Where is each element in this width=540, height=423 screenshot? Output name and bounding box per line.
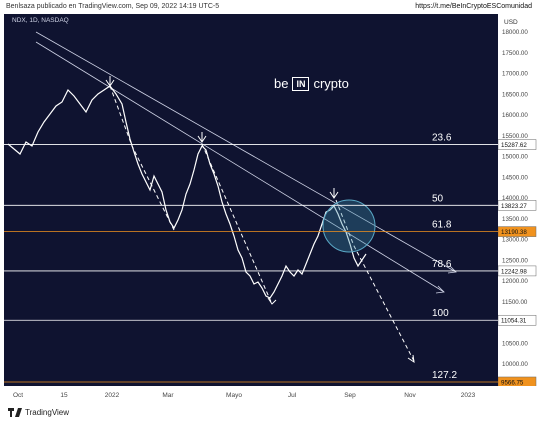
time-tick-label: Jul [288,392,297,399]
time-tick-label: Mayo [226,392,242,399]
chart-svg: 23.6 50 61.8 78.6 100 127.2 [4,31,498,383]
projection-path-1 [109,85,175,231]
time-tick-label: Mar [162,392,174,399]
fib-level-label: 78.6 [432,259,452,270]
logo-text-be: be [274,76,289,91]
price-tick-label: 17500.00 [502,50,528,57]
fib-price-tag [498,376,537,386]
arrow-head-channel-1 [447,265,457,274]
channel-line-upper [35,31,457,273]
fib-price-tag [498,200,537,211]
arrow-head-3 [407,354,415,364]
logo-box-in: IN [292,76,310,91]
ticker-label: NDX, 1D, NASDAQ [12,17,69,24]
fib-price-tag-text: 15287.62 [501,142,527,149]
price-tick-label: 17000.00 [502,71,528,78]
fib-level-label: 50 [432,193,444,204]
tradingview-text: TradingView [25,408,70,417]
price-tick-label: 15500.00 [502,133,528,140]
fib-price-tag-text: 9566.75 [501,379,524,386]
price-tick-label: 16500.00 [502,91,528,98]
time-tick-label: 2022 [105,392,120,399]
time-tick-label: Sep [344,392,356,399]
price-tick-label: 11500.00 [502,299,528,306]
time-tick-label: Nov [404,392,416,399]
price-tick-label: 18000.00 [502,29,528,36]
fib-price-tag-text: 13190.38 [501,229,527,236]
fib-price-tag [498,139,537,150]
fib-levels-group: 23.6 50 61.8 78.6 100 127.2 [4,133,498,383]
fib-price-tag [498,314,537,326]
price-tick-label: 10000.00 [502,361,528,368]
beincrypto-logo: be IN crypto [274,76,349,91]
currency-label: USD [504,19,518,26]
fib-level-label: 23.6 [432,133,452,144]
price-tick-label: 13500.00 [502,216,528,223]
arrow-head-channel-2 [435,285,445,294]
tradingview-brand[interactable]: TradingView [8,408,69,417]
community-link[interactable]: https://t.me/BeInCryptoESComunidad [415,3,532,10]
arrow-down-marker-3 [329,188,339,199]
price-tick-label: 12000.00 [502,278,528,285]
fib-level-label: 100 [432,308,449,319]
fib-price-tag-text: 12242.98 [501,268,527,275]
price-tick-label: 10500.00 [502,340,528,347]
highlight-circle [322,199,376,253]
channel-line-lower [35,41,445,293]
publisher-text: Benlsaza publicado en TradingView.com, S… [6,3,220,10]
arrow-down-marker-1 [105,76,115,87]
projection-path-3 [335,199,415,362]
tradingview-logo-icon [8,408,22,417]
price-chart[interactable]: 23.6 50 61.8 78.6 100 127.2 NDX, 1D, NASDAQ b… [4,14,498,386]
price-axis[interactable]: USD 18000.00 17500.00 17000.00 16500.00 16000… [498,14,540,386]
fib-level-label: 61.8 [432,220,452,231]
time-axis[interactable]: Oct 15 2022 Mar Mayo Jul Sep Nov 2023 [4,386,498,404]
price-line [7,85,367,299]
footer: TradingView [0,404,540,423]
fib-price-tag-text: 11054.31 [501,318,527,325]
price-tick-label: 14500.00 [502,174,528,181]
time-axis-svg: Oct 15 2022 Mar Mayo Jul Sep Nov 2023 [13,392,476,399]
price-axis-svg: USD 18000.00 17500.00 17000.00 16500.00 16000… [498,19,537,386]
time-tick-label: 2023 [461,392,476,399]
price-tick-label: 16000.00 [502,112,528,119]
price-tick-label: 13000.00 [502,237,528,244]
time-tick-label: Oct [13,392,23,399]
arrow-down-marker-2 [197,132,207,143]
fib-price-tag-text: 13823.27 [501,203,527,210]
top-bar: Benlsaza publicado en TradingView.com, S… [0,0,540,14]
fib-price-tag [498,226,537,237]
time-tick-label: 15 [60,392,68,399]
projection-path-2 [201,143,273,305]
price-tick-label: 12500.00 [502,257,528,264]
fib-price-tag [498,265,537,277]
fib-level-label: 127.2 [432,370,457,381]
price-tick-label: 14000.00 [502,195,528,202]
logo-text-crypto: crypto [313,76,349,91]
arrow-head-2 [267,297,277,305]
price-tick-label: 15000.00 [502,154,528,161]
